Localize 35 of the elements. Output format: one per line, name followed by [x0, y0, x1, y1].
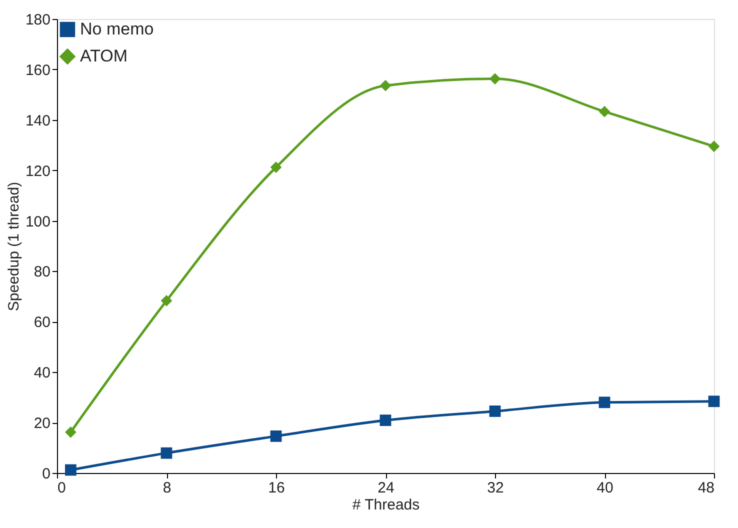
y-tick-label: 80 [34, 264, 50, 281]
x-tick-label: 24 [378, 480, 394, 496]
x-tick-label: 8 [162, 480, 172, 496]
x-axis-title: # Threads [352, 496, 420, 514]
y-tick-label: 180 [25, 12, 50, 28]
point [489, 406, 501, 417]
point [64, 426, 76, 438]
x-tick-label: 32 [487, 480, 504, 496]
x-tick-label: 16 [268, 480, 285, 496]
point [380, 414, 392, 426]
point [708, 140, 720, 152]
x-tick-label: 0 [58, 480, 66, 496]
point [489, 73, 501, 84]
y-tick-label: 100 [25, 213, 50, 230]
point [598, 396, 610, 408]
y-tick-label: 40 [34, 364, 50, 382]
y-tick-label: 140 [25, 112, 50, 130]
y-axis-title: Speedup (1 thread) [5, 182, 22, 312]
x-tick-label: 48 [698, 480, 714, 496]
legend-label: No memo [80, 20, 154, 38]
point [380, 80, 392, 92]
point [64, 464, 76, 476]
point [160, 295, 172, 306]
y-tick-label: 160 [25, 62, 50, 79]
point [160, 447, 172, 459]
point [598, 106, 610, 118]
y-tick-label: 20 [34, 415, 50, 432]
y-tick-label: 60 [34, 314, 50, 332]
point [270, 162, 282, 174]
y-tick-label: 120 [25, 162, 50, 180]
y-tick-label: 0 [42, 466, 50, 482]
point [270, 430, 282, 442]
x-tick-label: 40 [596, 480, 614, 496]
point [708, 396, 720, 408]
legend-label: ATOM [80, 46, 128, 66]
